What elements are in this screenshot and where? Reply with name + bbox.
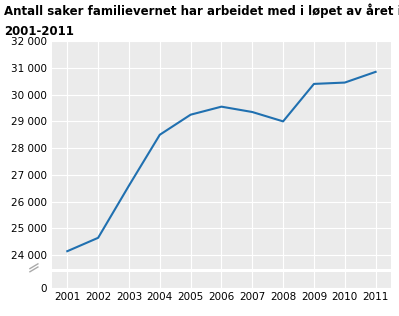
Text: Antall saker familievernet har arbeidet med i løpet av året i perioden: Antall saker familievernet har arbeidet … — [4, 3, 399, 18]
Text: 2001-2011: 2001-2011 — [4, 25, 74, 38]
